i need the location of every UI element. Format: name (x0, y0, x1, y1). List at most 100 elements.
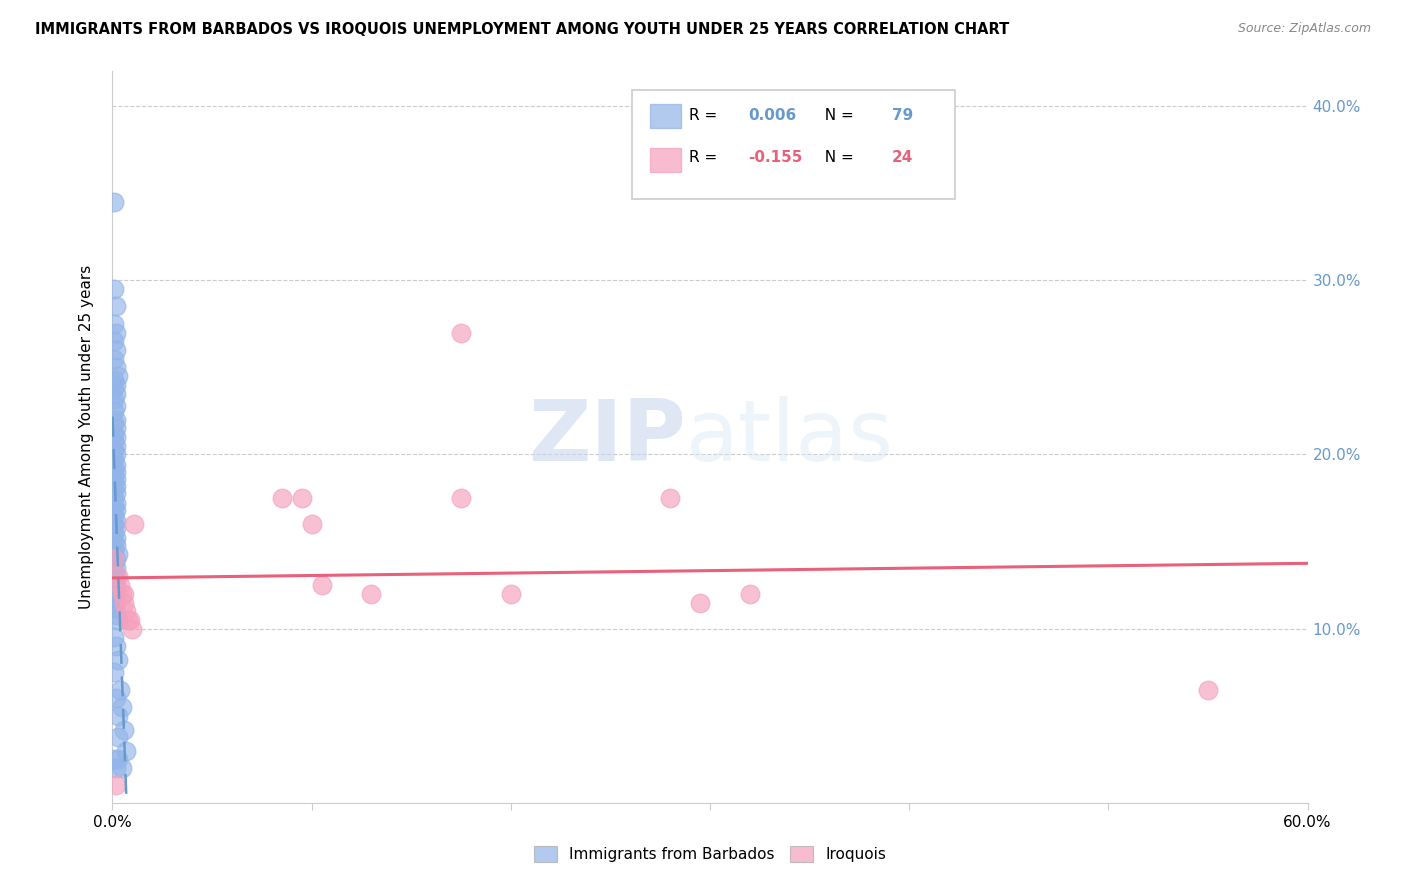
Point (105, 485, 128, 500)
Point (103, 317, 125, 331)
Point (103, 381, 125, 395)
Point (105, 472, 128, 486)
Point (450, 491, 472, 505)
Point (114, 723, 135, 737)
Point (270, 491, 292, 505)
Point (115, 743, 138, 757)
FancyBboxPatch shape (651, 148, 682, 171)
Point (107, 569, 129, 583)
Point (689, 595, 711, 609)
Point (103, 534, 125, 549)
Point (103, 500, 125, 514)
Point (105, 761, 128, 775)
Point (105, 595, 128, 609)
Point (107, 547, 129, 561)
Point (103, 556, 125, 570)
Point (114, 595, 135, 609)
Text: -0.155: -0.155 (748, 150, 803, 165)
Point (659, 491, 682, 505)
Point (105, 538, 128, 552)
Point (111, 587, 134, 601)
Legend: Immigrants from Barbados, Iroquois: Immigrants from Barbados, Iroquois (529, 840, 891, 868)
Point (103, 573, 125, 587)
Point (105, 691, 128, 706)
Point (499, 587, 522, 601)
Point (105, 386, 128, 401)
Point (103, 552, 125, 566)
Point (105, 326, 128, 340)
FancyBboxPatch shape (633, 90, 955, 200)
Point (360, 587, 382, 601)
Text: R =: R = (689, 150, 721, 165)
Point (103, 591, 125, 605)
Point (114, 587, 135, 601)
Point (105, 412, 128, 426)
Point (105, 560, 128, 574)
Point (103, 508, 125, 523)
Point (107, 752, 129, 766)
Point (103, 566, 125, 580)
Point (105, 552, 128, 566)
Point (103, 583, 125, 598)
Point (110, 578, 132, 592)
Point (103, 444, 125, 458)
Point (105, 778, 128, 792)
Point (105, 430, 128, 444)
Point (120, 613, 142, 627)
Point (111, 700, 134, 714)
Point (117, 613, 139, 627)
Text: ZIP: ZIP (529, 395, 686, 479)
Point (105, 448, 128, 462)
Point (103, 631, 125, 645)
Point (105, 360, 128, 375)
Text: IMMIGRANTS FROM BARBADOS VS IROQUOIS UNEMPLOYMENT AMONG YOUTH UNDER 25 YEARS COR: IMMIGRANTS FROM BARBADOS VS IROQUOIS UNE… (35, 22, 1010, 37)
Point (103, 525, 125, 540)
Point (105, 458, 128, 472)
Point (105, 421, 128, 435)
Text: Source: ZipAtlas.com: Source: ZipAtlas.com (1237, 22, 1371, 36)
Point (121, 622, 143, 636)
Point (107, 730, 129, 744)
Point (107, 653, 129, 667)
Point (124, 517, 146, 532)
Point (105, 503, 128, 517)
Point (1197, 682, 1219, 697)
Point (105, 521, 128, 535)
Point (103, 665, 125, 680)
Point (105, 439, 128, 453)
Point (105, 569, 128, 583)
Point (105, 639, 128, 653)
Y-axis label: Unemployment Among Youth under 25 years: Unemployment Among Youth under 25 years (79, 265, 94, 609)
Point (103, 543, 125, 558)
Point (105, 587, 128, 601)
Point (105, 514, 128, 528)
Point (105, 479, 128, 493)
Text: 0.006: 0.006 (748, 108, 797, 123)
Text: R =: R = (689, 108, 721, 123)
Point (103, 373, 125, 387)
Point (103, 426, 125, 441)
Point (103, 461, 125, 475)
Point (450, 326, 472, 340)
Point (105, 300, 128, 314)
Point (311, 578, 333, 592)
Point (105, 465, 128, 479)
Point (103, 468, 125, 483)
Point (105, 607, 128, 622)
Point (103, 416, 125, 430)
Point (103, 194, 125, 209)
Point (738, 587, 761, 601)
Point (103, 282, 125, 296)
Text: N =: N = (815, 150, 859, 165)
Point (103, 351, 125, 366)
Point (103, 600, 125, 615)
Point (103, 517, 125, 532)
Text: atlas: atlas (686, 395, 894, 479)
Point (291, 491, 314, 505)
Text: N =: N = (815, 108, 859, 123)
Point (103, 752, 125, 766)
Point (115, 604, 138, 618)
Text: 24: 24 (891, 150, 912, 165)
Point (105, 343, 128, 357)
Text: 79: 79 (891, 108, 912, 123)
